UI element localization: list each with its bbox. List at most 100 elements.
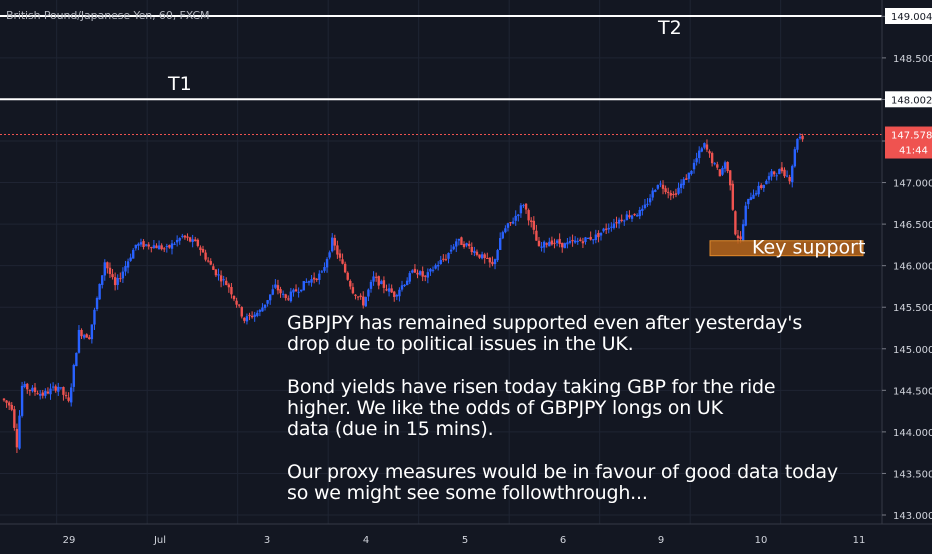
candle-body: [638, 209, 641, 217]
candle-body: [263, 304, 267, 308]
candle-body: [434, 265, 437, 269]
candle-body: [217, 274, 220, 276]
price-axis-label: 144.500: [893, 386, 932, 397]
candle-body: [411, 270, 414, 273]
candle-body: [576, 240, 579, 242]
candle-body: [465, 243, 468, 246]
candle-body: [664, 188, 667, 193]
note-line: Bond yields have risen today taking GBP …: [287, 376, 776, 398]
candle-body: [537, 240, 541, 247]
candle-body: [566, 242, 569, 245]
candle-body: [524, 203, 528, 210]
candle-body: [287, 298, 290, 300]
candle-body: [359, 295, 362, 297]
candle-body: [38, 394, 42, 396]
candle-body: [421, 271, 424, 277]
candle-body: [168, 245, 171, 248]
candle-body: [2, 398, 6, 401]
candle-body: [331, 237, 334, 252]
candle-body: [736, 235, 740, 239]
candle-body: [59, 387, 63, 389]
candle-body: [20, 385, 24, 416]
candle-body: [194, 239, 197, 242]
candle-body: [343, 263, 347, 273]
candle-body: [793, 149, 797, 167]
candle-body: [98, 283, 101, 300]
candle-body: [690, 170, 693, 174]
candle-body: [240, 307, 243, 317]
candle-body: [535, 230, 538, 241]
candle-body: [501, 232, 504, 239]
candle-body: [568, 240, 572, 243]
price-tag-t1: 148.002: [891, 95, 932, 106]
price-axis-label: 145.000: [893, 345, 932, 356]
candle-body: [256, 312, 259, 316]
candle-body: [491, 261, 494, 265]
candle-body: [214, 269, 218, 276]
candle-body: [276, 285, 280, 291]
candle-body: [305, 281, 308, 283]
support-zone[interactable]: [709, 240, 864, 257]
candle-body: [703, 143, 706, 148]
candle-body: [62, 387, 65, 395]
candle-body: [204, 252, 207, 260]
candle-body: [364, 296, 368, 307]
candle-body: [28, 389, 32, 391]
candle-body: [281, 293, 285, 295]
candle-body: [57, 386, 60, 392]
candle-body: [584, 237, 587, 242]
candle-body: [243, 317, 246, 321]
candle-body: [734, 211, 737, 235]
candle-body: [669, 192, 672, 196]
candle-body: [426, 272, 430, 278]
candle-body: [385, 289, 388, 291]
candle-body: [212, 266, 215, 270]
candle-body: [579, 239, 582, 241]
candle-body: [150, 247, 153, 249]
candle-body: [300, 289, 303, 292]
candle-body: [126, 261, 130, 268]
note-paragraph-3: Our proxy measures would be in favour of…: [287, 462, 867, 504]
candle-body: [245, 316, 249, 322]
candle-body: [181, 235, 184, 237]
note-paragraph-1: GBPJPY has remained supported even after…: [287, 313, 867, 355]
candle-body: [542, 241, 546, 248]
price-axis-label: 143.000: [893, 511, 932, 522]
candle-body: [674, 193, 678, 195]
candle-body: [367, 289, 370, 297]
candle-body: [155, 245, 158, 249]
candle-body: [452, 246, 455, 250]
candle-body: [599, 232, 603, 236]
candle-body: [199, 247, 202, 251]
candle-body: [517, 214, 520, 217]
candle-body: [196, 239, 200, 246]
candle-body: [765, 180, 768, 185]
candle-body: [530, 220, 533, 222]
candle-body: [677, 187, 680, 194]
candle-body: [791, 166, 794, 183]
candle-body: [183, 235, 187, 238]
candle-body: [573, 240, 577, 243]
candle-body: [563, 243, 567, 249]
candle-body: [395, 294, 399, 297]
candle-body: [444, 259, 448, 261]
candle-body: [460, 237, 463, 245]
candle-body: [67, 397, 70, 401]
candle-body: [628, 215, 631, 218]
candle-body: [387, 288, 391, 292]
candle-body: [615, 222, 618, 224]
candle-body: [222, 279, 225, 281]
candle-body: [111, 274, 114, 278]
price-tag-countdown: 41:44: [899, 146, 928, 157]
candle-body: [798, 136, 802, 139]
candle-body: [85, 334, 88, 338]
candle-body: [10, 404, 13, 410]
candle-body: [739, 236, 742, 240]
candle-body: [235, 300, 238, 305]
candle-body: [44, 390, 47, 396]
candle-body: [320, 271, 324, 273]
candle-body: [75, 352, 78, 367]
candle-body: [695, 158, 698, 163]
